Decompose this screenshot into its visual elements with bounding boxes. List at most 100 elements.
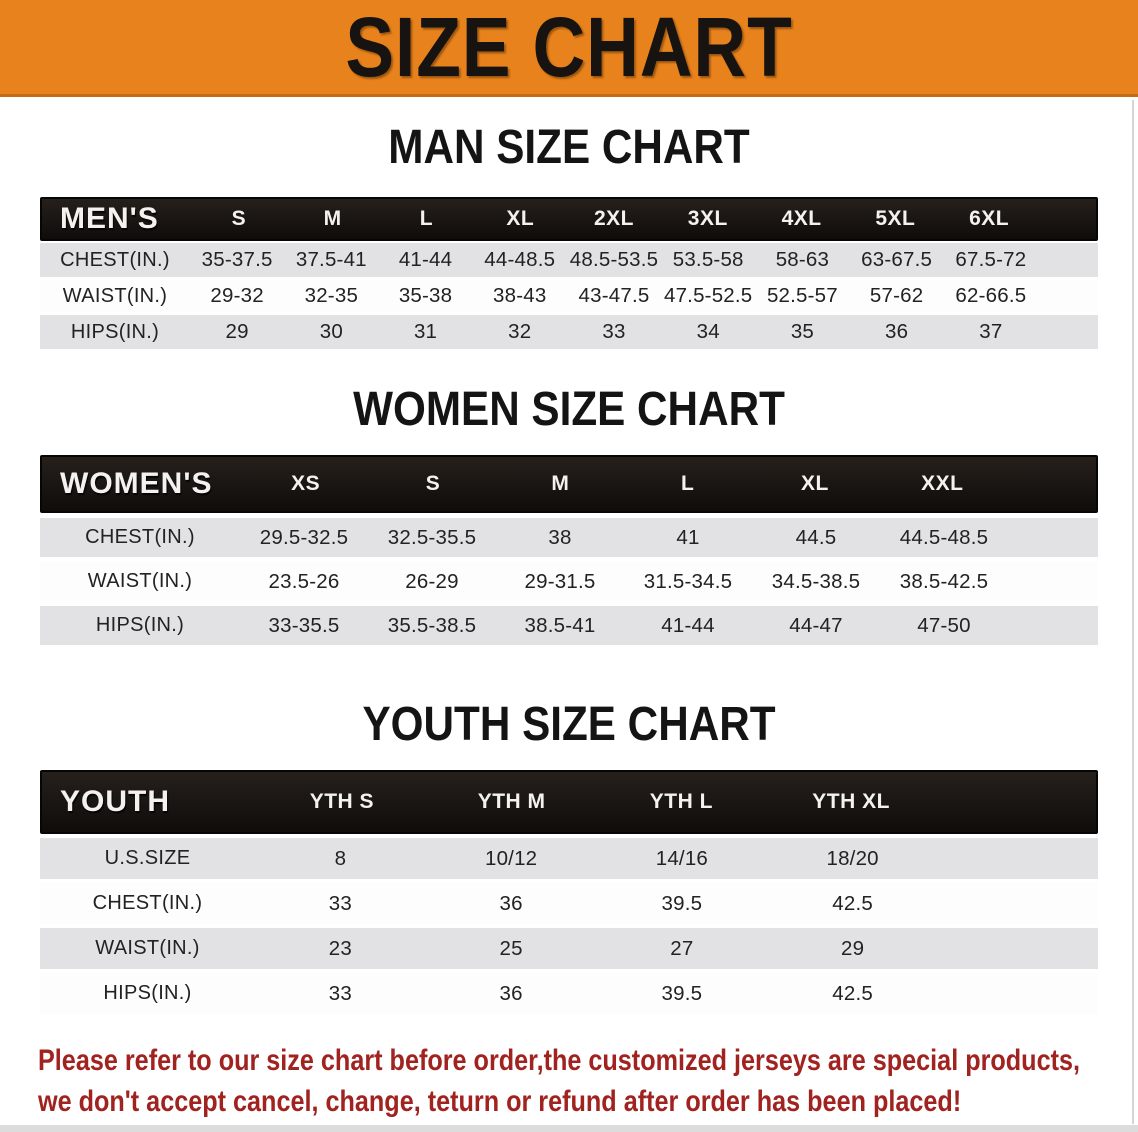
table-header-row: WOMEN'S XS S M L XL XXL <box>40 455 1098 513</box>
measurement-value: 67.5-72 <box>955 248 1027 271</box>
measurement-value: 47-50 <box>917 613 971 637</box>
measurement-value: 29 <box>225 320 249 343</box>
measurement-value: 38.5-42.5 <box>899 569 989 593</box>
measurement-label: U.S.SIZE <box>104 847 191 869</box>
size-column-header: 2XL <box>594 207 635 230</box>
table-header-row: YOUTH YTH S YTH M YTH L YTH XL <box>40 770 1098 834</box>
measurement-value: 33 <box>328 981 352 1005</box>
measurement-row: CHEST(IN.) 29.5-32.5 32.5-35.5 38 41 44.5 44.5… <box>40 518 1098 557</box>
measurement-value: 37.5-41 <box>295 248 367 271</box>
measurement-row: WAIST(IN.) 29-32 32-35 35-38 38-43 43-47.5 47.… <box>40 279 1098 313</box>
measurement-label: WAIST(IN.) <box>95 937 200 959</box>
measurement-value: 44.5 <box>795 525 837 549</box>
measurement-value: 42.5 <box>832 891 873 915</box>
measurement-label: HIPS(IN.) <box>103 982 192 1004</box>
women-size-section: WOMEN SIZE CHART WOMEN'S XS S M L XL XXL CHEST(… <box>0 385 1138 645</box>
size-column-header: XL <box>801 472 829 495</box>
size-column-header: S <box>231 207 247 230</box>
measurement-value: 8 <box>334 846 347 870</box>
measurement-value: 32.5-35.5 <box>387 525 477 549</box>
table-header-row: MEN'S S M L XL 2XL 3XL 4XL 5XL 6XL <box>40 197 1098 241</box>
measurement-row: HIPS(IN.) 33-35.5 35.5-38.5 38.5-41 41-44 44-… <box>40 606 1098 645</box>
youth-section-heading: YOUTH SIZE CHART <box>362 698 776 751</box>
measurement-value: 41 <box>676 525 700 549</box>
measurement-row: U.S.SIZE 8 10/12 14/16 18/20 <box>40 838 1098 879</box>
measurement-value: 23.5-26 <box>268 569 340 593</box>
measurement-label: CHEST(IN.) <box>92 892 203 914</box>
size-column-header: YTH L <box>649 790 713 813</box>
measurement-value: 14/16 <box>655 846 709 870</box>
men-size-table: MEN'S S M L XL 2XL 3XL 4XL 5XL 6XL CHEST(IN.) 35-37… <box>40 197 1098 349</box>
measurement-value: 52.5-57 <box>766 284 838 307</box>
size-column-header: XL <box>506 207 535 230</box>
measurement-value: 33-35.5 <box>268 613 340 637</box>
size-column-header: L <box>419 207 434 230</box>
measurement-row: HIPS(IN.) 29 30 31 32 33 34 35 36 37 <box>40 315 1098 349</box>
size-column-header: 4XL <box>781 207 822 230</box>
measurement-value: 36 <box>499 981 523 1005</box>
banner: SIZE CHART <box>0 0 1138 97</box>
size-column-header: 3XL <box>687 207 728 230</box>
measurement-value: 38-43 <box>493 284 547 307</box>
measurement-value: 31 <box>413 320 438 343</box>
measurement-value: 41-44 <box>661 613 715 637</box>
youth-size-table: YOUTH YTH S YTH M YTH L YTH XL U.S.SIZE 8 10/12… <box>40 770 1098 1014</box>
measurement-label: HIPS(IN.) <box>95 614 185 636</box>
measurement-value: 38 <box>548 525 572 549</box>
youth-size-section: YOUTH SIZE CHART YOUTH YTH S YTH M YTH L YTH… <box>0 700 1138 1014</box>
size-column-header: XXL <box>921 472 964 495</box>
measurement-value: 35-38 <box>398 284 453 307</box>
measurement-label: WAIST(IN.) <box>87 570 193 592</box>
measurement-value: 29-31.5 <box>524 569 596 593</box>
measurement-value: 33 <box>602 320 626 343</box>
measurement-value: 34 <box>696 320 720 343</box>
bottom-strip <box>0 1125 1138 1132</box>
measurement-value: 44-47 <box>789 613 843 637</box>
size-column-header: S <box>425 472 441 495</box>
measurement-row: CHEST(IN.) 35-37.5 37.5-41 41-44 44-48.5 48.5… <box>40 243 1098 277</box>
measurement-value: 44.5-48.5 <box>899 525 989 549</box>
size-column-header: M <box>551 472 570 495</box>
measurement-value: 29-32 <box>210 284 264 307</box>
measurement-label: HIPS(IN.) <box>70 320 160 343</box>
measurement-value: 29.5-32.5 <box>259 525 349 549</box>
measurement-value: 62-66.5 <box>955 284 1027 307</box>
measurement-value: 32-35 <box>304 284 359 307</box>
measurement-value: 18/20 <box>826 846 879 870</box>
measurement-value: 37 <box>979 320 1003 343</box>
women-size-table: WOMEN'S XS S M L XL XXL CHEST(IN.) 29.5-32.5 32.5… <box>40 455 1098 645</box>
measurement-value: 63-67.5 <box>861 248 933 271</box>
men-size-section: MAN SIZE CHART MEN'S S M L XL 2XL 3XL 4XL 5XL 6XL… <box>0 123 1138 349</box>
right-edge-line <box>1132 100 1134 1124</box>
size-column-header: 5XL <box>875 207 916 230</box>
measurement-value: 57-62 <box>869 284 924 307</box>
size-column-header: XS <box>291 472 321 495</box>
measurement-value: 26-29 <box>405 569 459 593</box>
measurement-value: 10/12 <box>484 846 538 870</box>
disclaimer: Please refer to our size chart before or… <box>0 1040 1138 1122</box>
measurement-value: 48.5-53.5 <box>569 248 659 271</box>
disclaimer-line-2: we don't accept cancel, change, teturn o… <box>38 1085 962 1118</box>
size-column-header: M <box>323 207 342 230</box>
measurement-label: CHEST(IN.) <box>60 248 170 271</box>
measurement-value: 39.5 <box>661 891 703 915</box>
measurement-value: 38.5-41 <box>524 613 596 637</box>
measurement-value: 43-47.5 <box>578 284 650 307</box>
size-column-header: YTH M <box>477 790 546 813</box>
measurement-label: WAIST(IN.) <box>62 284 168 307</box>
measurement-row: WAIST(IN.) 23 25 27 29 <box>40 928 1098 969</box>
table-group-label: YOUTH <box>60 785 170 818</box>
table-group-label: WOMEN'S <box>60 467 213 500</box>
measurement-value: 32 <box>508 320 532 343</box>
measurement-value: 36 <box>885 320 909 343</box>
measurement-value: 34.5-38.5 <box>771 569 861 593</box>
measurement-value: 31.5-34.5 <box>643 569 733 593</box>
measurement-value: 25 <box>499 936 523 960</box>
measurement-value: 35-37.5 <box>201 248 273 271</box>
size-column-header: L <box>680 472 695 495</box>
disclaimer-line-1: Please refer to our size chart before or… <box>38 1044 1081 1077</box>
measurement-value: 33 <box>328 891 352 915</box>
measurement-value: 47.5-52.5 <box>663 284 753 307</box>
measurement-value: 58-63 <box>775 248 830 271</box>
